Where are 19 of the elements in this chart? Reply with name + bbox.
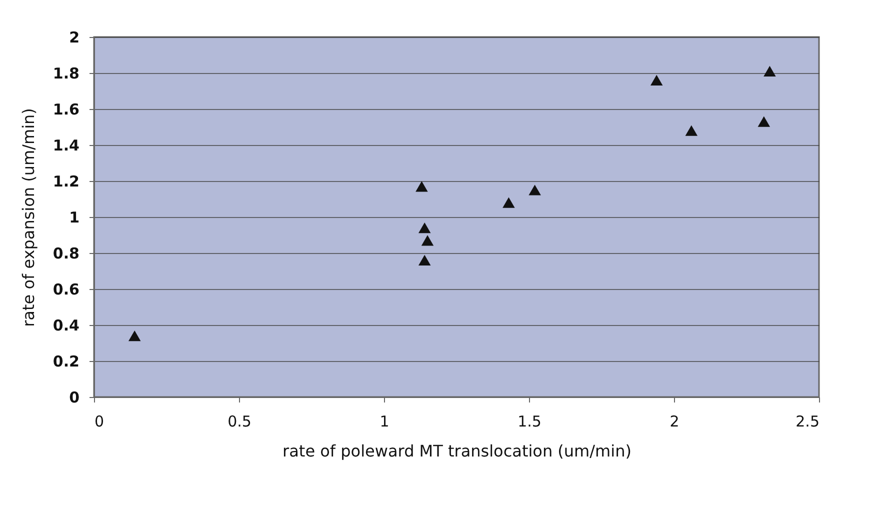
y-tick-label: 1.6 xyxy=(52,100,80,118)
y-tick-label: 2 xyxy=(69,28,80,46)
x-axis-title: rate of poleward MT translocation (um/min) xyxy=(282,442,632,460)
x-tick-label: 2.5 xyxy=(796,412,820,430)
y-tick-label: 0.4 xyxy=(52,316,80,334)
y-tick-label: 1 xyxy=(69,208,80,226)
y-tick-label: 0.2 xyxy=(52,352,80,370)
y-axis-title: rate of expansion (um/min) xyxy=(18,108,38,327)
x-tick-label: 0 xyxy=(94,412,104,430)
x-tick-label: 2 xyxy=(670,412,680,430)
y-tick-label: 0.8 xyxy=(52,244,80,262)
y-tick-label: 1.8 xyxy=(52,64,80,82)
y-tick-label: 0 xyxy=(69,388,80,406)
y-tick-label: 1.4 xyxy=(52,136,80,154)
x-tick-label: 0.5 xyxy=(228,412,252,430)
x-tick-label: 1.5 xyxy=(518,412,542,430)
y-tick-label: 1.2 xyxy=(52,172,80,190)
x-tick-label: 1 xyxy=(380,412,390,430)
y-tick-label: 0.6 xyxy=(52,280,80,298)
